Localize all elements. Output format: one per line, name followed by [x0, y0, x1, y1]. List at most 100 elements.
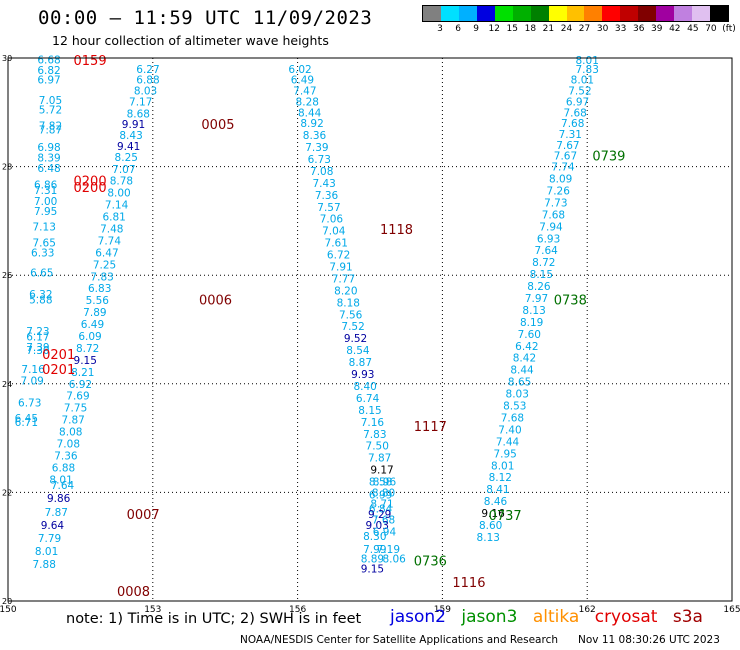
wave-height-value: 7.61: [325, 238, 348, 250]
wave-height-value: 6.84: [369, 504, 393, 516]
wave-height-value: 6.99: [369, 490, 392, 502]
wave-height-value: 8.30: [363, 531, 386, 543]
wave-height-value: 8.01: [49, 474, 72, 486]
wave-height-value: 8.18: [337, 297, 360, 309]
wave-height-value: 8.36: [303, 130, 327, 142]
wave-height-value: 7.44: [496, 436, 520, 448]
pass-time-label: 0201: [42, 348, 75, 363]
legend-label: 3: [437, 24, 443, 34]
pass-time-label: 0200: [74, 175, 107, 190]
map-frame: [7, 57, 733, 602]
wave-height-value: 7.48: [100, 224, 123, 236]
wave-height-value: 8.26: [527, 281, 551, 293]
wave-height-value: 8.15: [530, 269, 553, 281]
wave-height-value: 7.87: [61, 415, 84, 427]
legend-label: 30: [596, 24, 609, 34]
wave-height-value: 8.09: [549, 174, 572, 186]
wave-height-value: 9.52: [344, 333, 367, 345]
wave-height-value: 7.87: [368, 453, 391, 465]
wave-height-value: 8.39: [37, 152, 60, 164]
pass-time-label: 0739: [592, 150, 625, 165]
wave-height-value: 7.94: [539, 221, 563, 233]
wave-height-value: 7.97: [525, 293, 548, 305]
pass-time-label: 0007: [127, 508, 160, 523]
wave-height-value: 8.78: [110, 176, 133, 188]
legend-label: 15: [506, 24, 519, 34]
wave-height-value: 7.19: [377, 544, 400, 556]
wave-height-value: 8.65: [508, 377, 531, 389]
wave-height-value: 6.49: [291, 75, 314, 87]
wave-height-value: 8.20: [334, 285, 357, 297]
legend-swatch: [584, 6, 603, 21]
lat-tick-label: 26: [2, 271, 12, 280]
wave-height-value: 7.83: [363, 429, 386, 441]
credit-line: NOAA/NESDIS Center for Satellite Applica…: [240, 634, 558, 646]
wave-height-value: 7.40: [498, 424, 521, 436]
pass-time-label: 0006: [199, 294, 232, 309]
legend-label: 36: [632, 24, 645, 34]
legend-label: 9: [473, 24, 480, 34]
wave-height-value: 7.74: [98, 235, 122, 247]
wave-height-value: 7.69: [66, 391, 89, 403]
wave-height-value: 7.77: [332, 273, 355, 285]
satellite-s3a: s3a: [672, 607, 703, 627]
wave-height-value: 9.86: [47, 493, 71, 505]
wave-height-value: 7.64: [51, 480, 75, 492]
wave-height-value: 8.44: [298, 107, 322, 119]
wave-height-value: 8.54: [346, 345, 370, 357]
wave-height-value: 9.16: [481, 508, 505, 520]
wave-height-value: 6.73: [18, 397, 41, 409]
wave-height-value: 7.87: [39, 125, 62, 137]
pass-time-label: 0005: [201, 118, 234, 133]
legend-label: 6: [455, 24, 461, 34]
wave-height-value: 8.15: [358, 405, 381, 417]
wave-height-value: 8.40: [353, 381, 376, 393]
wave-height-value: 6.82: [37, 65, 60, 77]
wave-height-value: 6.86: [34, 180, 58, 192]
pass-time-label: 0736: [414, 554, 447, 569]
lat-tick-label: 20: [2, 597, 12, 606]
lon-tick-label: 165: [723, 605, 740, 615]
wave-height-value: 7.17: [129, 96, 152, 108]
wave-height-value: 8.92: [300, 118, 323, 130]
legend-label: 27: [578, 24, 591, 34]
lon-tick-label: 156: [289, 605, 306, 615]
wave-height-value: 7.64: [534, 245, 558, 257]
wave-height-value: 7.68: [563, 107, 586, 119]
pass-time-label: 0737: [489, 509, 522, 524]
wave-height-value: 8.01: [491, 460, 514, 472]
legend-label: 45: [687, 24, 699, 34]
satellite-jason3: jason3: [461, 607, 518, 627]
wave-height-value: 7.16: [21, 364, 45, 376]
legend-label: (ft): [722, 24, 736, 34]
wave-height-value: 7.82: [39, 120, 62, 132]
legend-swatch: [423, 6, 441, 21]
wave-height-value: 8.41: [486, 484, 509, 496]
wave-height-value: 7.57: [317, 202, 340, 214]
wave-height-value: 7.26: [547, 185, 571, 197]
wave-height-value: 6.45: [15, 413, 38, 425]
wave-height-value: 7.75: [64, 403, 87, 415]
wave-height-value: 7.56: [339, 309, 363, 321]
wave-height-value: 7.31: [34, 185, 57, 197]
wave-height-value: 7.04: [322, 226, 346, 238]
legend-label: 12: [488, 24, 500, 34]
wave-height-value: 6.88: [136, 75, 159, 87]
wave-height-value: 7.91: [329, 262, 352, 274]
wave-height-value: 8.00: [107, 188, 130, 200]
wave-height-value: 8.03: [134, 86, 157, 98]
legend-label: 70: [705, 24, 717, 34]
lat-tick-label: 28: [2, 163, 12, 172]
wave-height-value: 8.13: [477, 532, 500, 544]
wave-height-value: 8.87: [349, 357, 372, 369]
wave-height-value: 6.49: [81, 319, 104, 331]
wave-height-value: 8.72: [76, 343, 99, 355]
wave-height-value: 8.68: [127, 108, 150, 120]
wave-height-value: 7.67: [556, 140, 579, 152]
wave-height-value: 9.64: [41, 520, 65, 532]
wave-height-value: 8.21: [71, 367, 94, 379]
wave-height-value: 6.73: [308, 154, 331, 166]
wave-height-value: 7.65: [33, 238, 56, 250]
legend-swatch: [566, 6, 585, 21]
wave-height-value: 5.56: [86, 295, 110, 307]
